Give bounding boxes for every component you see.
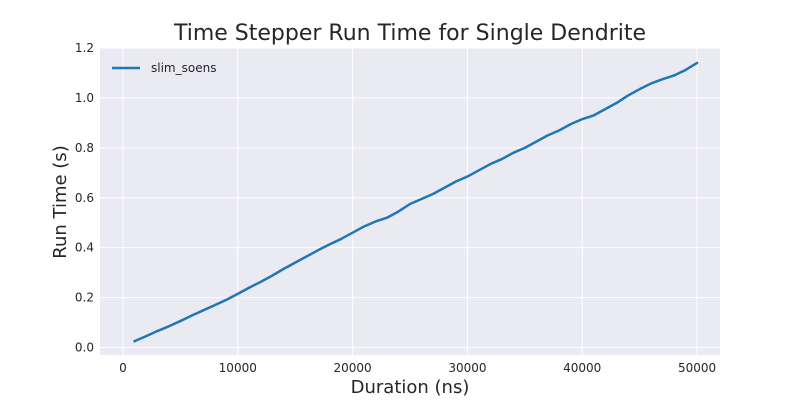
y-tick-label: 0.0 bbox=[75, 341, 94, 355]
y-axis-label: Run Time (s) bbox=[50, 145, 71, 258]
x-tick-label: 10000 bbox=[219, 361, 257, 375]
plot-area bbox=[100, 48, 720, 355]
series-line-slim-soens bbox=[133, 61, 699, 343]
x-axis-label: Duration (ns) bbox=[351, 377, 470, 398]
y-tick-label: 0.6 bbox=[75, 191, 94, 205]
grid bbox=[100, 47, 720, 355]
y-tick-label: 1.2 bbox=[75, 41, 94, 55]
series-layer bbox=[133, 61, 699, 343]
tick-labels: 0 10000 20000 30000 40000 50000 0.0 0.2 0.4 0.6 0.… bbox=[75, 41, 716, 375]
x-tick-label: 0 bbox=[119, 361, 127, 375]
x-tick-label: 30000 bbox=[448, 361, 486, 375]
x-tick-label: 50000 bbox=[678, 361, 716, 375]
chart-title: Time Stepper Run Time for Single Dendrit… bbox=[173, 21, 646, 46]
y-tick-label: 1.0 bbox=[75, 91, 94, 105]
x-tick-label: 20000 bbox=[333, 361, 371, 375]
y-tick-label: 0.4 bbox=[75, 241, 94, 255]
legend-label-slim-soens: slim_soens bbox=[151, 61, 216, 75]
y-tick-label: 0.8 bbox=[75, 141, 94, 155]
x-tick-label: 40000 bbox=[563, 361, 601, 375]
y-tick-label: 0.2 bbox=[75, 291, 94, 305]
legend: slim_soens bbox=[112, 61, 216, 75]
